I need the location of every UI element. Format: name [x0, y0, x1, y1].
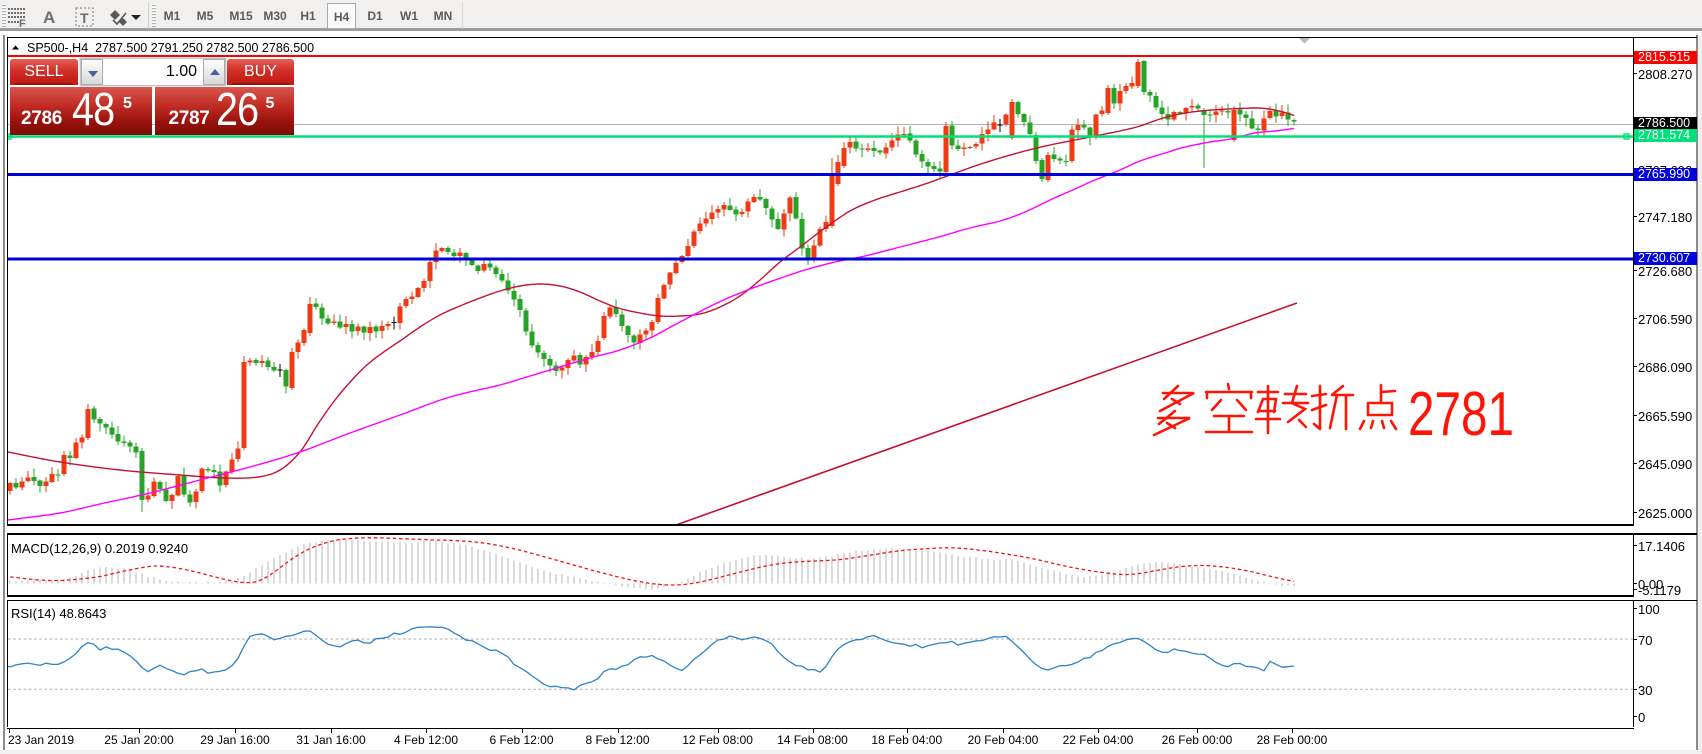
- svg-text:2781: 2781: [1408, 380, 1514, 449]
- svg-text:T: T: [80, 10, 89, 26]
- svg-text:A: A: [43, 8, 55, 27]
- svg-text:F: F: [19, 18, 26, 30]
